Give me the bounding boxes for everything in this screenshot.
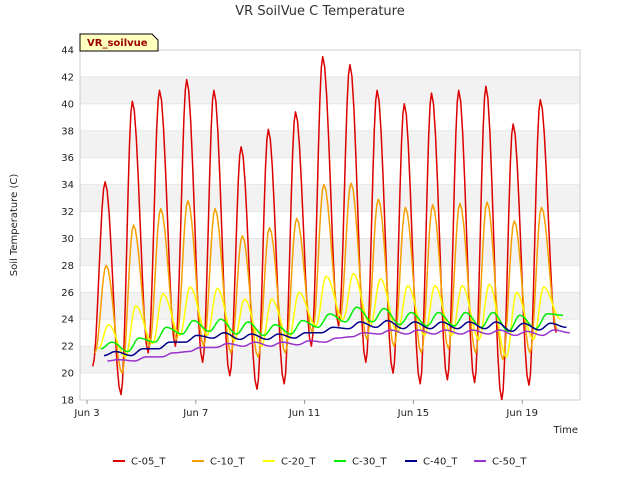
x-tick-label: Jun 15 — [397, 408, 430, 419]
y-tick-label: 26 — [61, 288, 74, 299]
y-tick-label: 38 — [61, 126, 74, 137]
band — [80, 346, 580, 374]
band — [80, 292, 580, 320]
legend-label: C-40_T — [423, 457, 458, 468]
series-line-C-05_T — [91, 55, 557, 400]
y-tick-label: 42 — [61, 72, 74, 83]
band — [80, 265, 580, 293]
series-line-C-10_T — [94, 182, 558, 374]
station-label-background — [79, 33, 159, 52]
station-label-text: VR_soilvue — [87, 38, 148, 49]
band — [80, 373, 580, 400]
y-tick-label: 36 — [61, 153, 74, 164]
y-tick-label: 34 — [61, 180, 74, 191]
band — [80, 103, 580, 131]
legend-label: C-05_T — [131, 457, 166, 468]
x-tick-label: Jun 7 — [182, 408, 208, 419]
legend-label: C-20_T — [281, 457, 316, 468]
band — [80, 50, 580, 77]
series-lines — [91, 55, 570, 400]
y-tick-label: 24 — [61, 315, 74, 326]
series-line-C-40_T — [103, 319, 567, 357]
y-tick-label: 22 — [61, 342, 74, 353]
chart-title: VR SoilVue C Temperature — [235, 4, 404, 19]
x-tick-label: Jun 11 — [288, 408, 321, 419]
plot-frame — [79, 49, 581, 401]
band — [80, 130, 580, 158]
series-line-C-20_T — [97, 272, 562, 358]
band — [80, 238, 580, 266]
x-axis-ticks: Jun 3 Jun 7 Jun 11 Jun 15 Jun 19 — [73, 400, 538, 419]
y-tick-label: 32 — [61, 207, 74, 218]
y-axis-ticks: 18 20 22 24 26 28 30 32 34 36 38 40 42 44 — [61, 46, 74, 407]
y-tick-label: 44 — [61, 46, 74, 57]
x-axis-label: Time — [553, 425, 578, 436]
y-tick-label: 28 — [61, 261, 74, 272]
y-tick-label: 30 — [61, 234, 74, 245]
legend-label: C-10_T — [210, 457, 245, 468]
y-tick-label: 40 — [61, 99, 74, 110]
station-label-box: VR_soilvue — [79, 33, 159, 52]
y-tick-label: 20 — [61, 369, 74, 380]
x-tick-label: Jun 19 — [505, 408, 538, 419]
legend-label: C-30_T — [352, 457, 387, 468]
y-axis-label: Soil Temperature (C) — [9, 174, 20, 277]
y-tick-label: 18 — [61, 396, 74, 407]
series-line-C-50_T — [107, 329, 570, 362]
legend-label: C-50_T — [492, 457, 527, 468]
series-line-C-30_T — [100, 306, 564, 353]
band — [80, 76, 580, 104]
legend: C-05_T C-10_T C-20_T C-30_T C-40_T C-50_T — [113, 457, 527, 468]
x-tick-label: Jun 3 — [73, 408, 99, 419]
